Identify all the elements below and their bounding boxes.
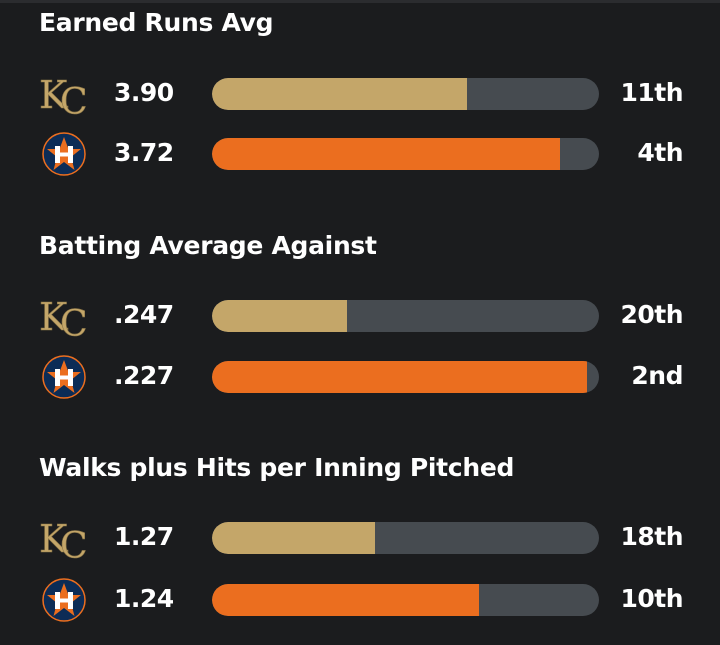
league-rank: 2nd <box>631 361 683 390</box>
stat-value: 3.90 <box>114 78 174 107</box>
progress-bar <box>212 584 599 616</box>
progress-bar <box>212 138 599 170</box>
league-rank: 10th <box>620 584 683 613</box>
stat-value: 3.72 <box>114 138 174 167</box>
stat-title: Batting Average Against <box>39 231 377 260</box>
stat-title: Walks plus Hits per Inning Pitched <box>39 453 515 482</box>
progress-fill <box>212 361 588 393</box>
progress-bar <box>212 361 599 393</box>
top-divider <box>0 0 720 3</box>
league-rank: 18th <box>620 522 683 551</box>
astros-h-star-logo-icon <box>38 130 90 178</box>
stat-row-astros-baa: .227 2nd <box>0 355 720 399</box>
league-rank: 20th <box>620 300 683 329</box>
svg-text:K: K <box>39 295 68 339</box>
astros-h-star-logo-icon <box>38 576 90 624</box>
progress-bar <box>212 78 599 110</box>
svg-text:K: K <box>39 73 68 117</box>
progress-fill <box>212 300 348 332</box>
progress-fill <box>212 584 480 616</box>
progress-fill <box>212 522 375 554</box>
svg-text:C: C <box>60 304 88 340</box>
astros-h-star-logo-icon <box>38 353 90 401</box>
stat-row-astros-era: 3.72 4th <box>0 132 720 176</box>
league-rank: 4th <box>637 138 683 167</box>
progress-fill <box>212 138 561 170</box>
svg-text:C: C <box>60 526 88 562</box>
stat-value: 1.24 <box>114 584 174 613</box>
league-rank: 11th <box>620 78 683 107</box>
svg-text:C: C <box>60 82 88 118</box>
progress-bar <box>212 522 599 554</box>
stat-title: Earned Runs Avg <box>39 8 274 37</box>
stat-value: .227 <box>114 361 174 390</box>
progress-fill <box>212 78 468 110</box>
svg-text:K: K <box>39 517 68 561</box>
stat-value: .247 <box>114 300 174 329</box>
progress-bar <box>212 300 599 332</box>
stat-row-astros-whip: 1.24 10th <box>0 578 720 622</box>
stat-value: 1.27 <box>114 522 174 551</box>
